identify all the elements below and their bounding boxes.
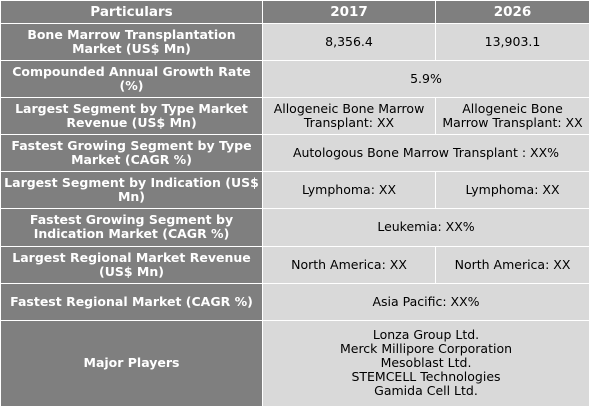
largest-region-2026: North America: XX: [435, 245, 589, 284]
table-row-largest-type: Largest Segment by Type Market Revenue (…: [0, 97, 589, 136]
table-row-fastest-region: Fastest Regional Market (CAGR %) Asia Pa…: [0, 282, 589, 321]
header-year-2026: 2026: [435, 0, 589, 25]
largest-indication-2026: Lymphoma: XX: [435, 171, 589, 210]
table-row-largest-region: Largest Regional Market Revenue (US$ Mn)…: [0, 245, 589, 284]
row-label-market: Bone Marrow Transplantation Market (US$ …: [0, 23, 263, 62]
header-particulars: Particulars: [0, 0, 263, 25]
row-label-largest-type: Largest Segment by Type Market Revenue (…: [0, 97, 263, 136]
row-label-fastest-region: Fastest Regional Market (CAGR %): [0, 282, 263, 321]
player-item: STEMCELL Technologies: [351, 369, 501, 385]
market-value-2026: 13,903.1: [435, 23, 589, 62]
player-item: Lonza Group Ltd.: [372, 327, 480, 343]
cagr-value: 5.9%: [262, 60, 589, 99]
fastest-type-value: Autologous Bone Marrow Transplant : XX%: [262, 134, 589, 173]
table-row-market: Bone Marrow Transplantation Market (US$ …: [0, 23, 589, 62]
fastest-region-value: Asia Pacific: XX%: [262, 282, 589, 321]
market-value-2017: 8,356.4: [262, 23, 436, 62]
row-label-players: Major Players: [0, 319, 263, 407]
table-row-largest-indication: Largest Segment by Indication (US$ Mn) L…: [0, 171, 589, 210]
largest-indication-2017: Lymphoma: XX: [262, 171, 436, 210]
row-label-cagr: Compounded Annual Growth Rate (%): [0, 60, 263, 99]
largest-region-2017: North America: XX: [262, 245, 436, 284]
fastest-indication-value: Leukemia: XX%: [262, 208, 589, 247]
player-item: Mesoblast Ltd.: [380, 355, 472, 371]
row-label-largest-region: Largest Regional Market Revenue (US$ Mn): [0, 245, 263, 284]
largest-type-2026: Allogeneic Bone Marrow Transplant: XX: [435, 97, 589, 136]
row-label-fastest-indication: Fastest Growing Segment by Indication Ma…: [0, 208, 263, 247]
table-row-cagr: Compounded Annual Growth Rate (%) 5.9%: [0, 60, 589, 99]
largest-type-2017: Allogeneic Bone Marrow Transplant: XX: [262, 97, 436, 136]
player-item: Gamida Cell Ltd.: [374, 383, 478, 399]
table-row-fastest-type: Fastest Growing Segment by Type Market (…: [0, 134, 589, 173]
header-row: Particulars 2017 2026: [0, 0, 589, 25]
player-item: Merck Millipore Corporation: [339, 341, 513, 357]
table-row-fastest-indication: Fastest Growing Segment by Indication Ma…: [0, 208, 589, 247]
players-list: Lonza Group Ltd. Merck Millipore Corpora…: [262, 319, 589, 407]
table-row-players: Major Players Lonza Group Ltd. Merck Mil…: [0, 319, 589, 407]
header-year-2017: 2017: [262, 0, 436, 25]
row-label-largest-indication: Largest Segment by Indication (US$ Mn): [0, 171, 263, 210]
row-label-fastest-type: Fastest Growing Segment by Type Market (…: [0, 134, 263, 173]
